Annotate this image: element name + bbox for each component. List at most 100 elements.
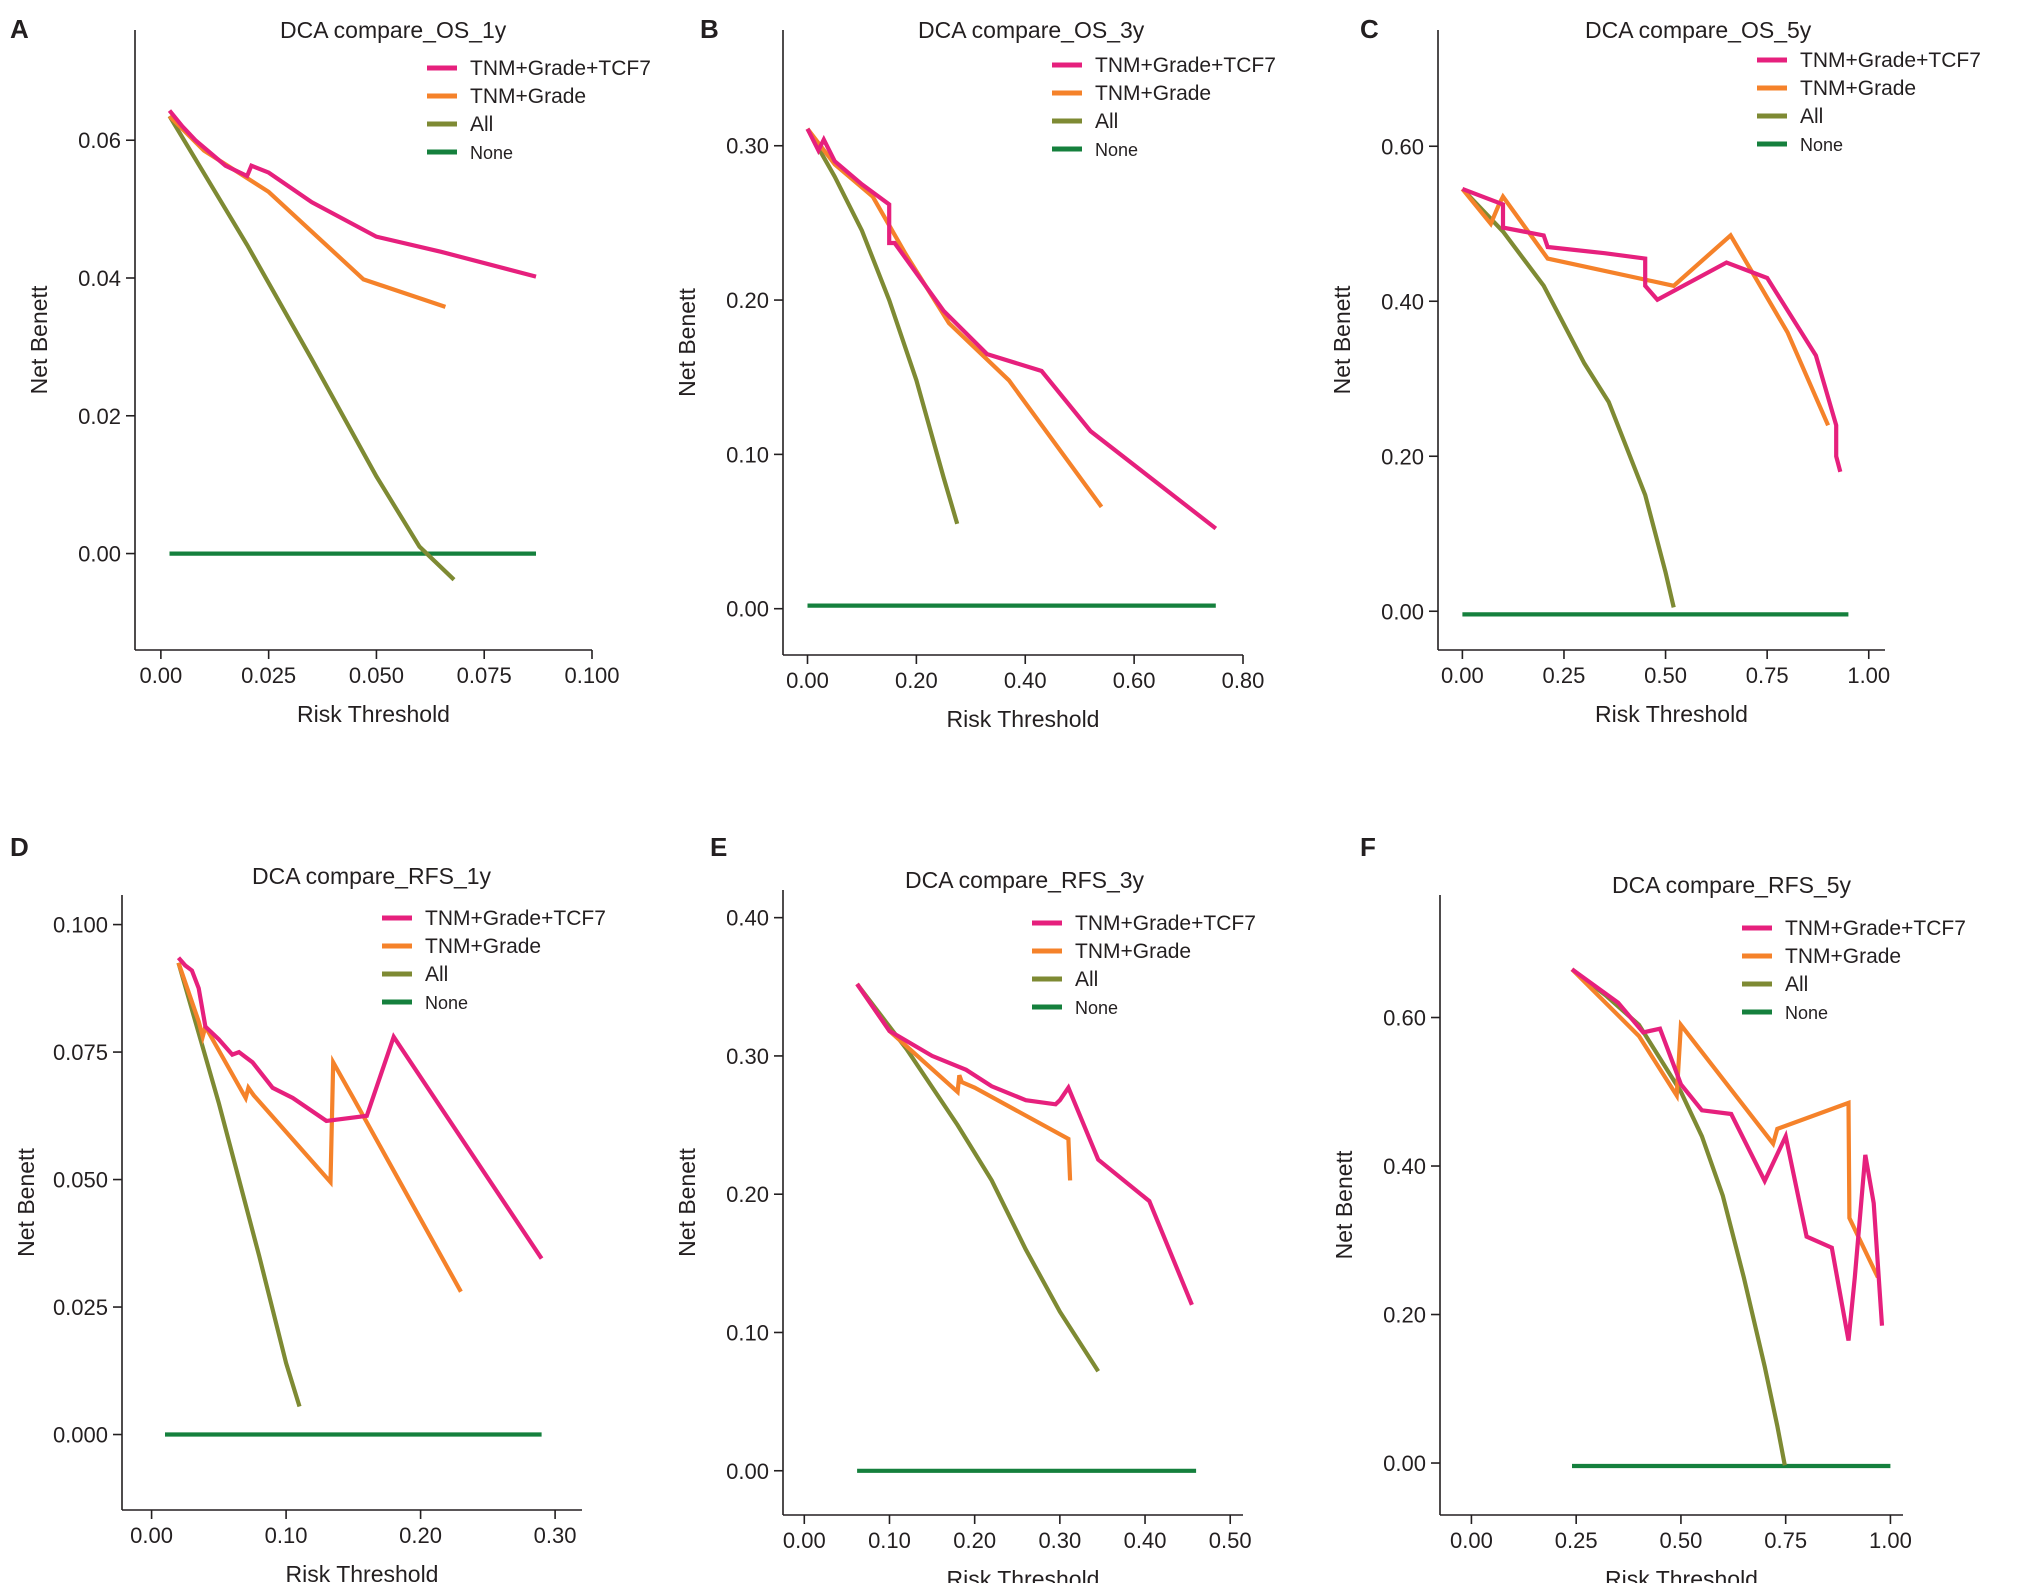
legend-label: All [425, 963, 448, 986]
x-tick-label: 0.100 [564, 663, 619, 688]
legend-label: TNM+Grade [1785, 945, 1901, 968]
y-tick-label: 0.20 [726, 1182, 769, 1207]
y-tick-label: 0.40 [1381, 289, 1424, 314]
legend-label: None [1785, 1003, 1828, 1023]
legend-label: None [1800, 135, 1843, 155]
panel-letter: C [1360, 14, 1379, 44]
y-tick-label: 0.60 [1383, 1006, 1426, 1031]
panel-a: A DCA compare_OS_1y 0.00 0.025 0.050 0.075 0.1… [10, 14, 651, 727]
panel-e: E DCA compare_RFS_3y 0.00 0.10 0.20 0.30 0.40 0… [674, 832, 1256, 1583]
x-tick-label: 0.40 [1004, 668, 1047, 693]
series-line-tnm-grade-tcf7 [167, 109, 537, 279]
x-tick-label: 0.75 [1746, 663, 1789, 688]
x-tick-label: 0.075 [457, 663, 512, 688]
y-tick-label: 0.10 [726, 1320, 769, 1345]
legend-label: TNM+Grade+TCF7 [470, 57, 651, 80]
series-line-tnm-grade [1460, 187, 1831, 427]
y-axis-label: Net Benett [674, 288, 700, 397]
y-tick-label: 0.20 [726, 288, 769, 313]
y-tick-label: 0.30 [726, 1044, 769, 1069]
y-tick-label: 0.20 [1381, 444, 1424, 469]
panel-letter: F [1360, 832, 1376, 862]
panel-f: F DCA compare_RFS_5y 0.00 0.25 0.50 0.75 1.00 0… [1331, 832, 1966, 1583]
series-line-tnm-grade [176, 962, 463, 1293]
legend-label: TNM+Grade+TCF7 [1800, 49, 1981, 72]
y-tick-label: 0.00 [1381, 599, 1424, 624]
x-tick-label: 0.10 [868, 1528, 911, 1553]
y-tick-label: 0.40 [726, 906, 769, 931]
x-axis-label: Risk Threshold [286, 1561, 439, 1583]
series-line-all [167, 115, 456, 582]
x-tick-label: 1.00 [1869, 1528, 1912, 1553]
x-tick-label: 0.25 [1555, 1528, 1598, 1553]
y-tick-label: 0.00 [726, 1459, 769, 1484]
y-axis-label: Net Benett [1331, 1150, 1357, 1259]
panel-c: C DCA compare_OS_5y 0.00 0.25 0.50 0.75 1.00 0.… [1329, 14, 1981, 727]
y-tick-label: 0.04 [78, 266, 121, 291]
y-tick-label: 0.00 [1383, 1451, 1426, 1476]
x-tick-label: 0.30 [534, 1523, 577, 1548]
series-line-tnm-grade-tcf7 [1570, 967, 1885, 1341]
y-tick-label: 0.10 [726, 442, 769, 467]
panel-letter: E [710, 832, 727, 862]
chart-title: DCA compare_RFS_1y [252, 863, 492, 889]
x-tick-label: 0.50 [1660, 1528, 1703, 1553]
x-tick-label: 0.10 [265, 1523, 308, 1548]
x-tick-label: 0.00 [1441, 663, 1484, 688]
series-line-tnm-grade-tcf7 [176, 956, 544, 1260]
x-tick-label: 0.30 [1038, 1528, 1081, 1553]
panel-b: B DCA compare_OS_3y 0.00 0.20 0.40 0.60 0.80 0.… [674, 14, 1276, 732]
y-tick-label: 0.00 [726, 597, 769, 622]
y-axis-label: Net Benett [1329, 285, 1355, 394]
series-line-tnm-grade [855, 982, 1073, 1181]
x-tick-label: 0.25 [1543, 663, 1586, 688]
y-tick-label: 0.100 [53, 913, 108, 938]
x-axis-label: Risk Threshold [297, 701, 450, 727]
x-tick-label: 0.50 [1644, 663, 1687, 688]
legend-label: All [1095, 110, 1118, 133]
x-tick-label: 0.20 [953, 1528, 996, 1553]
y-tick-label: 0.30 [726, 134, 769, 159]
y-tick-label: 0.025 [53, 1295, 108, 1320]
chart-title: DCA compare_RFS_5y [1612, 872, 1852, 898]
series-line-all [1460, 187, 1676, 608]
y-axis-label: Net Benett [26, 285, 52, 394]
series-line-tnm-grade-tcf7 [1461, 186, 1843, 473]
legend-label: All [470, 113, 493, 136]
x-tick-label: 0.50 [1209, 1528, 1252, 1553]
y-tick-label: 0.20 [1383, 1303, 1426, 1328]
x-axis-label: Risk Threshold [947, 1566, 1100, 1583]
x-tick-label: 0.40 [1124, 1528, 1167, 1553]
y-tick-label: 0.06 [78, 128, 121, 153]
y-tick-label: 0.02 [78, 404, 121, 429]
legend-label: TNM+Grade+TCF7 [1095, 54, 1276, 77]
y-axis-label: Net Benett [674, 1148, 700, 1257]
legend-label: TNM+Grade+TCF7 [425, 907, 606, 930]
panel-letter: D [10, 832, 29, 862]
y-tick-label: 0.60 [1381, 134, 1424, 159]
y-tick-label: 0.075 [53, 1040, 108, 1065]
x-axis-label: Risk Threshold [947, 706, 1100, 732]
y-tick-label: 0.000 [53, 1423, 108, 1448]
x-tick-label: 0.00 [130, 1523, 173, 1548]
chart-title: DCA compare_OS_5y [1585, 17, 1812, 43]
legend-label: TNM+Grade+TCF7 [1075, 912, 1256, 935]
x-tick-label: 0.050 [349, 663, 404, 688]
x-tick-label: 0.00 [1450, 1528, 1493, 1553]
legend-label: TNM+Grade [425, 935, 541, 958]
x-tick-label: 0.025 [241, 663, 296, 688]
chart-title: DCA compare_RFS_3y [905, 867, 1145, 893]
panel-d: D DCA compare_RFS_1y 0.00 0.10 0.20 0.30 0.000… [10, 832, 606, 1583]
chart-title: DCA compare_OS_3y [918, 17, 1145, 43]
legend-label: None [1095, 140, 1138, 160]
y-tick-label: 0.050 [53, 1168, 108, 1193]
legend-label: TNM+Grade [1075, 940, 1191, 963]
series-line-tnm-grade [1570, 967, 1880, 1279]
panel-letter: A [10, 14, 29, 44]
x-tick-label: 0.75 [1764, 1528, 1807, 1553]
legend-label: All [1800, 105, 1823, 128]
series-line-all [176, 962, 302, 1408]
legend-label: TNM+Grade [1095, 82, 1211, 105]
legend-label: TNM+Grade [470, 85, 586, 108]
